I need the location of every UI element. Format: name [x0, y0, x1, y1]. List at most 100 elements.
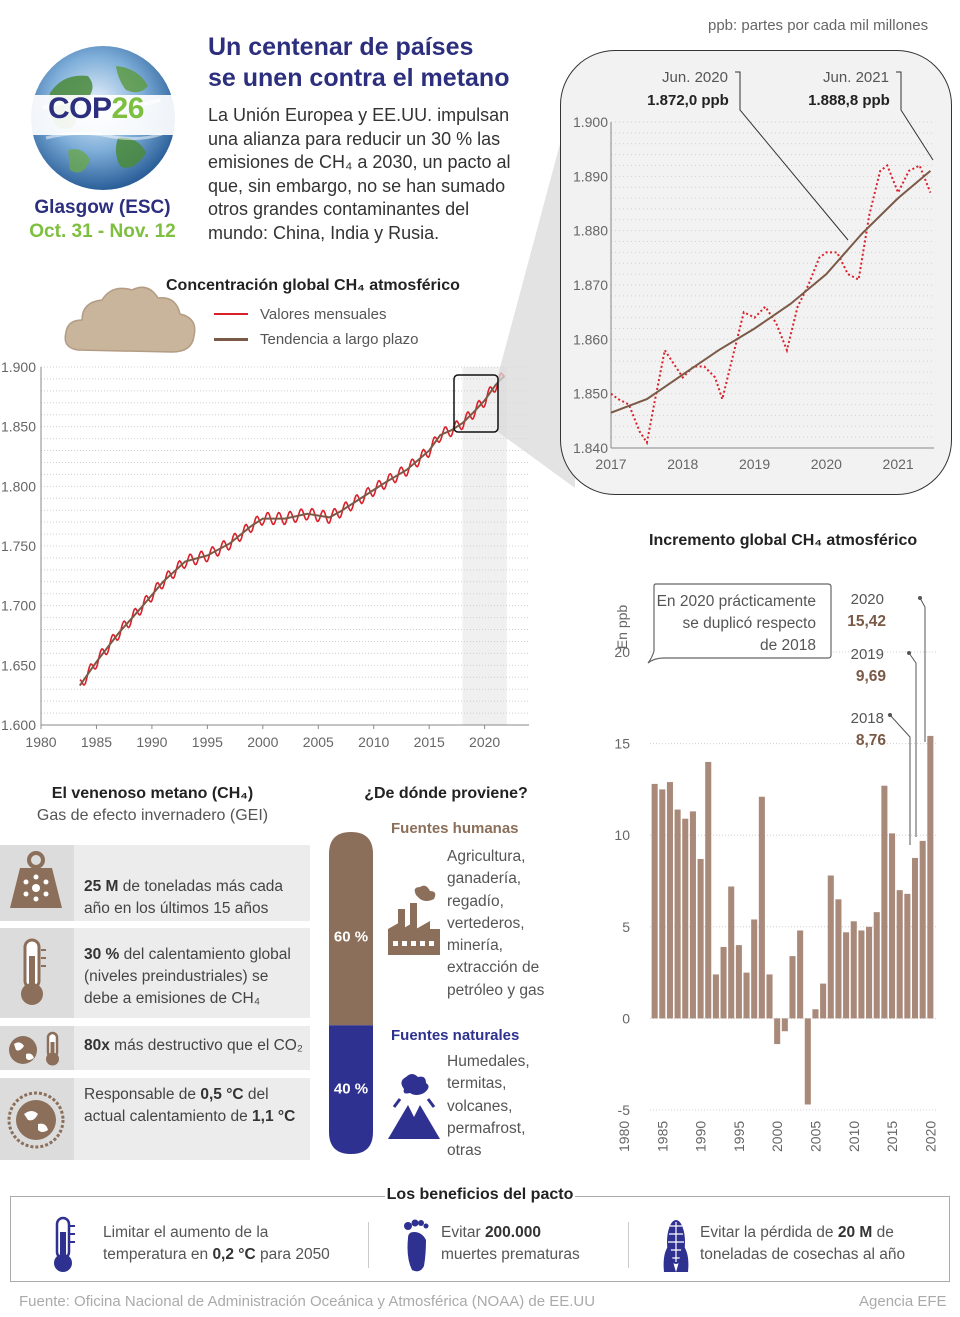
natural-source-item: termitas, [447, 1075, 507, 1093]
x-tick-label: 1985 [81, 734, 112, 750]
annotation-value: 1.872,0 ppb [647, 92, 729, 109]
benefit-deaths-text: muertes prematuras [441, 1246, 580, 1263]
x-tick-label: 2017 [595, 456, 626, 472]
poison-title: El venenoso metano (CH₄) [51, 785, 254, 802]
y-tick-label: 20 [614, 644, 630, 660]
human-share-label: 60 % [334, 929, 368, 946]
callout-box [647, 583, 832, 664]
zoom-chart: 1.840 1.850 1.860 1.870 1.880 1.890 1.900 2017 2… [573, 69, 934, 472]
legend-label-trend: Tendencia a largo plazo [260, 330, 419, 348]
human-sources-title: Fuentes humanas [391, 820, 519, 837]
benefit-deaths-value: 200.000 [484, 1224, 541, 1241]
annotation-leader [735, 71, 849, 241]
natural-source-item: permafrost, [447, 1119, 526, 1137]
fact-responsibility: Responsable de 0,5 °C del actual calenta… [84, 1084, 295, 1128]
bar-label-year: 2018 [851, 710, 884, 727]
y-tick-label: -5 [618, 1102, 631, 1118]
bar [804, 1018, 811, 1105]
concentration-chart-title: Concentración global CH₄ atmosférico [166, 277, 460, 294]
benefit-deaths-text: Evitar [441, 1224, 485, 1241]
concentration-chart: 1.600 1.650 1.700 1.750 1.800 1.850 1.900 1980 1… [1, 359, 529, 750]
annotation-leader [896, 71, 934, 161]
human-sources-list: Agricultura, ganadería, regadío, vertede… [447, 846, 544, 1002]
bar [743, 972, 750, 1019]
y-tick-label: 1.850 [1, 419, 36, 435]
fact-warming-text: debe a emisiones de CH₄ [84, 990, 261, 1007]
x-tick-label: 2018 [667, 456, 698, 472]
increase-chart: En ppb -5 0 5 10 15 20 1980 1985 1990 1995 2000 2005… [614, 583, 938, 1152]
bar-label-value: 15,42 [847, 613, 886, 630]
x-tick-label: 1995 [731, 1121, 747, 1152]
natural-source-item: otras [447, 1142, 482, 1160]
bar [835, 899, 842, 1019]
bar-label-leader [908, 652, 917, 837]
x-tick-label: 2020 [811, 456, 842, 472]
human-source-item: regadío, [447, 892, 504, 910]
description-line: otros grandes contaminantes del [208, 199, 470, 219]
fact-potency-value: 80x [84, 1037, 110, 1054]
benefit-divider [628, 1222, 629, 1268]
y-axis-label: En ppb [614, 605, 630, 650]
benefit-deaths: Evitar 200.000 muertes prematuras [441, 1222, 580, 1266]
bar-label-value: 9,69 [856, 668, 887, 685]
natural-share-segment [329, 1025, 373, 1154]
callout-text: de 2018 [760, 637, 816, 654]
fact-responsibility-value: 1,1 °C [252, 1108, 296, 1125]
annotation-value: 1.888,8 ppb [808, 92, 890, 109]
unit-note: ppb: partes por cada mil millones [708, 17, 929, 34]
bar [674, 809, 681, 1019]
description: La Unión Europea y EE.UU. impulsan una a… [208, 104, 511, 245]
title-line-2: se unen contra el metano [208, 64, 510, 92]
bar [881, 785, 888, 1019]
bar [904, 893, 911, 1019]
x-tick-label: 2020 [469, 734, 500, 750]
fact-warming-share: 30 % del calentamiento global (niveles p… [84, 944, 291, 1010]
bar [735, 945, 742, 1019]
fact-emissions-text: año en los últimos 15 años [84, 900, 269, 917]
benefit-temperature-text: temperatura en [103, 1246, 213, 1263]
x-tick-label: 1985 [654, 1121, 670, 1152]
benefit-crops-text: toneladas de cosechas al año [700, 1246, 906, 1263]
x-tick-label: 2000 [769, 1121, 785, 1152]
benefit-crops-text: Evitar la pérdida de [700, 1224, 838, 1241]
bar [911, 857, 919, 1019]
y-tick-label: 1.870 [573, 277, 608, 293]
zoom-connector [453, 88, 575, 488]
bar [827, 875, 834, 1019]
dates: Oct. 31 - Nov. 12 [29, 221, 176, 242]
volcano-icon [386, 1073, 442, 1144]
footer-agency: Agencia EFE [859, 1293, 947, 1310]
foot-icon [402, 1218, 432, 1279]
fact-warming-text: (niveles preindustriales) se [84, 968, 269, 985]
y-tick-label: 1.650 [1, 657, 36, 673]
legend-label-monthly: Valores mensuales [260, 305, 387, 323]
zoom-connector-shape [498, 88, 575, 488]
y-tick-label: 0 [622, 1010, 630, 1026]
benefit-crops-text: de [872, 1224, 894, 1241]
x-tick-label: 1995 [192, 734, 223, 750]
y-tick-label: 1.900 [573, 114, 608, 130]
y-tick-label: 5 [622, 919, 630, 935]
bar-label-value: 8,76 [856, 732, 887, 749]
thermometer-icon [48, 1216, 78, 1279]
bar [919, 840, 926, 1019]
thermometer-icon [14, 938, 50, 1013]
bar-label-year: 2019 [851, 646, 884, 663]
fact-responsibility-text: del [243, 1086, 269, 1103]
cop-label-a: COP [48, 92, 112, 125]
fact-responsibility-text: actual calentamiento de [84, 1108, 253, 1125]
benefit-divider [368, 1222, 369, 1268]
bar [751, 919, 758, 1019]
trend-line [78, 374, 506, 687]
y-tick-label: 1.860 [573, 331, 608, 347]
callout-text: En 2020 prácticamente [657, 593, 816, 610]
zoom-highlight-box [453, 374, 499, 433]
bar [712, 974, 719, 1019]
weight-icon [6, 850, 66, 917]
y-tick-label: 1.900 [1, 359, 36, 375]
bar [682, 818, 689, 1019]
fact-responsibility-value: 0,5 °C [200, 1086, 244, 1103]
x-tick-label: 1990 [136, 734, 167, 750]
y-tick-label: 1.600 [1, 717, 36, 733]
bar [873, 912, 880, 1019]
